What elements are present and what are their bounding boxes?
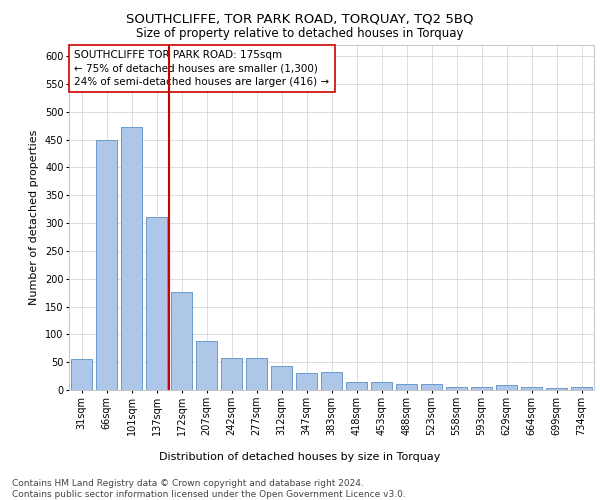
Bar <box>271 366 292 390</box>
Bar <box>521 387 542 390</box>
Y-axis label: Number of detached properties: Number of detached properties <box>29 130 39 305</box>
Text: Contains public sector information licensed under the Open Government Licence v3: Contains public sector information licen… <box>12 490 406 499</box>
Bar <box>171 292 192 390</box>
Text: Contains HM Land Registry data © Crown copyright and database right 2024.: Contains HM Land Registry data © Crown c… <box>12 479 364 488</box>
Bar <box>296 374 317 390</box>
Text: Size of property relative to detached houses in Torquay: Size of property relative to detached ho… <box>136 28 464 40</box>
Bar <box>196 341 217 390</box>
Bar <box>321 372 342 390</box>
Bar <box>146 217 167 390</box>
Bar <box>471 386 492 390</box>
Bar <box>121 128 142 390</box>
Text: SOUTHCLIFFE, TOR PARK ROAD, TORQUAY, TQ2 5BQ: SOUTHCLIFFE, TOR PARK ROAD, TORQUAY, TQ2… <box>126 12 474 26</box>
Text: Distribution of detached houses by size in Torquay: Distribution of detached houses by size … <box>160 452 440 462</box>
Bar <box>246 358 267 390</box>
Bar <box>421 384 442 390</box>
Bar <box>221 358 242 390</box>
Bar <box>71 360 92 390</box>
Bar <box>96 140 117 390</box>
Bar <box>546 388 567 390</box>
Text: SOUTHCLIFFE TOR PARK ROAD: 175sqm
← 75% of detached houses are smaller (1,300)
2: SOUTHCLIFFE TOR PARK ROAD: 175sqm ← 75% … <box>74 50 329 86</box>
Bar <box>571 387 592 390</box>
Bar <box>446 386 467 390</box>
Bar <box>371 382 392 390</box>
Bar <box>496 385 517 390</box>
Bar <box>346 382 367 390</box>
Bar <box>396 384 417 390</box>
